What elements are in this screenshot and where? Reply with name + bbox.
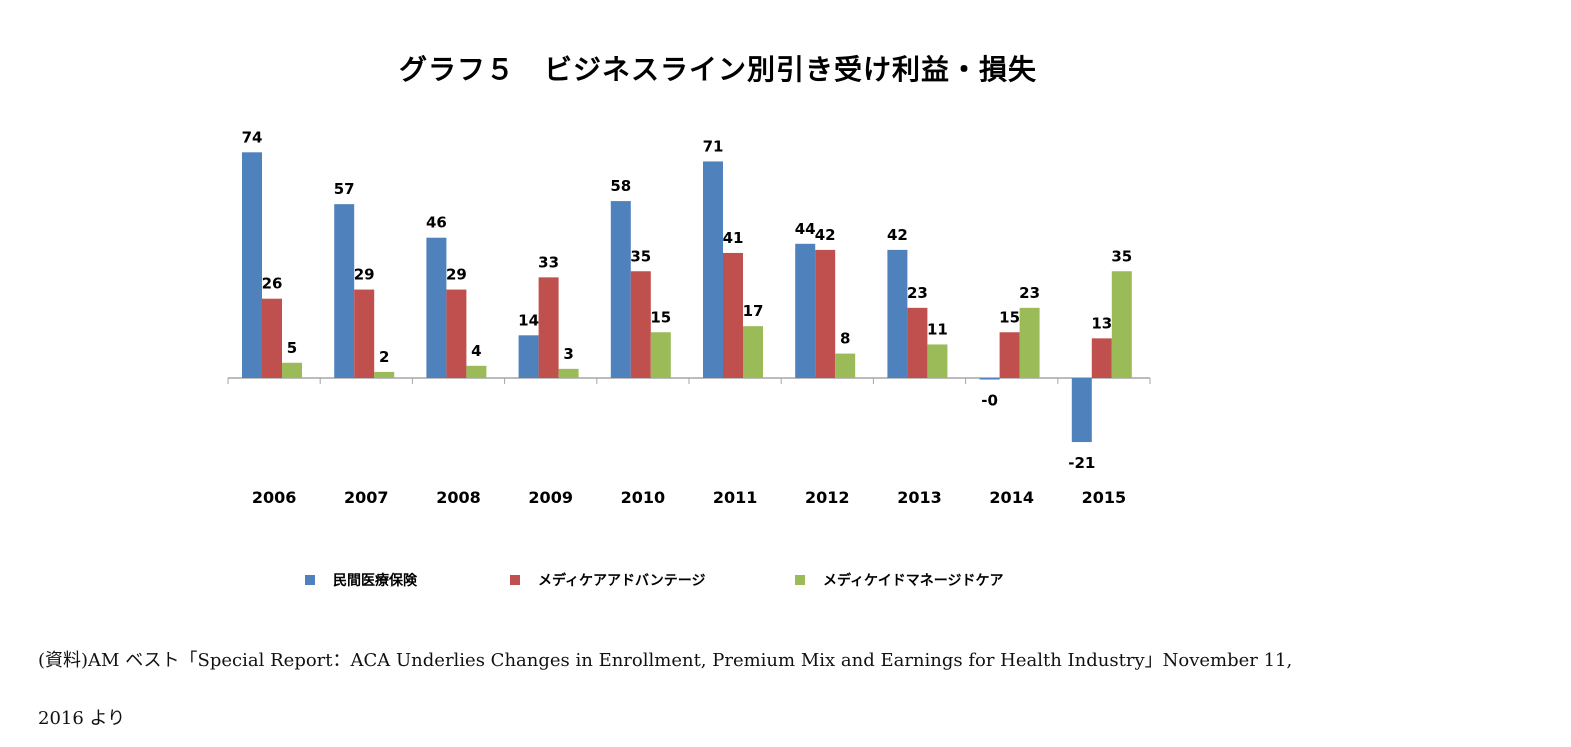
- bar-2014-series-2: [1019, 307, 1040, 378]
- bar-2015-series-2: [1111, 271, 1132, 378]
- bar-2008-series-1: [446, 289, 467, 378]
- legend-item-medicare-advantage: メディケアアドバンテージ: [510, 570, 705, 590]
- legend-item-medicaid-managed-care: メディケイドマネージドケア: [795, 570, 1003, 590]
- data-label: -21: [1068, 454, 1095, 472]
- legend-label: 民間医療保険: [333, 573, 417, 589]
- data-label: 15: [650, 308, 671, 326]
- x-tick-label: 2007: [344, 488, 389, 507]
- bar-2011-series-2: [743, 326, 763, 378]
- data-label: 17: [743, 302, 764, 320]
- x-tick-label: 2014: [989, 488, 1034, 507]
- data-label: 23: [907, 284, 928, 302]
- bar-2011-series-1: [723, 252, 743, 378]
- bar-2010-series-2: [650, 332, 671, 378]
- data-label: 44: [795, 220, 816, 238]
- data-label: 35: [630, 247, 651, 265]
- bar-2013-series-0: [887, 249, 908, 378]
- chart-title: グラフ５ ビジネスライン別引き受け利益・損失: [398, 53, 1037, 86]
- data-label: 4: [471, 342, 481, 360]
- bar-2007-series-2: [374, 371, 395, 378]
- data-label: 11: [927, 320, 948, 338]
- data-label: 14: [518, 311, 539, 329]
- legend-item-private-insurance: 民間医療保険: [305, 570, 417, 590]
- data-label: 46: [426, 214, 447, 232]
- data-label: 2: [379, 348, 389, 366]
- x-tick-label: 2011: [713, 488, 758, 507]
- data-label: 35: [1111, 247, 1132, 265]
- bar-2008-series-2: [466, 365, 487, 378]
- bar-2011-series-0: [703, 161, 723, 378]
- bar-2009-series-1: [538, 277, 559, 378]
- source-note-line2: 2016 より: [38, 708, 126, 729]
- x-tick-label: 2015: [1082, 488, 1127, 507]
- bar-2014-series-1: [999, 332, 1020, 378]
- data-label: -0: [981, 392, 998, 410]
- bar-2012-series-0: [795, 243, 816, 378]
- legend-swatch-green: [795, 575, 805, 585]
- x-tick-label: 2013: [897, 488, 942, 507]
- data-label: 8: [840, 330, 850, 348]
- x-tick-label: 2012: [805, 488, 850, 507]
- bar-2010-series-0: [610, 201, 631, 378]
- x-tick-label: 2010: [621, 488, 666, 507]
- bar-2009-series-0: [518, 335, 539, 378]
- bar-2007-series-0: [334, 204, 355, 378]
- data-label: 74: [242, 128, 263, 146]
- x-tick-label: 2008: [436, 488, 481, 507]
- data-label: 26: [262, 275, 283, 293]
- data-label: 23: [1019, 284, 1040, 302]
- source-note-line1: (資料)AM ベスト「Special Report：ACA Underlies …: [38, 650, 1293, 671]
- data-label: 29: [354, 266, 375, 284]
- data-label: 57: [334, 180, 355, 198]
- data-label: 29: [446, 266, 467, 284]
- x-tick-label: 2009: [528, 488, 573, 507]
- data-label: 71: [703, 137, 724, 155]
- bar-2009-series-2: [558, 368, 579, 378]
- bar-2010-series-1: [630, 271, 651, 378]
- bar-2015-series-1: [1091, 338, 1112, 378]
- bar-2015-series-0: [1071, 378, 1092, 443]
- data-label: 3: [563, 345, 573, 363]
- bar-2013-series-1: [907, 307, 928, 378]
- legend-label: メディケイドマネージドケア: [823, 573, 1004, 589]
- data-label: 41: [723, 229, 744, 247]
- bar-2006-series-0: [242, 152, 262, 378]
- legend-swatch-red: [510, 575, 520, 585]
- data-label: 58: [610, 177, 631, 195]
- data-label: 42: [815, 226, 836, 244]
- bar-2012-series-2: [835, 353, 856, 378]
- data-label: 5: [287, 339, 297, 357]
- legend-swatch-blue: [305, 575, 315, 585]
- data-label: 33: [538, 253, 559, 271]
- bar-2014-series-0: [979, 378, 1000, 380]
- data-label: 15: [999, 308, 1020, 326]
- legend-label: メディケアアドバンテージ: [538, 573, 706, 589]
- bar-2007-series-1: [354, 289, 375, 378]
- bar-2008-series-0: [426, 237, 447, 378]
- bar-2013-series-2: [927, 344, 948, 378]
- bar-2006-series-1: [262, 298, 282, 378]
- x-tick-label: 2006: [252, 488, 297, 507]
- bar-2012-series-1: [815, 249, 836, 378]
- bar-2006-series-2: [282, 362, 302, 378]
- data-label: 42: [887, 226, 908, 244]
- data-label: 13: [1091, 314, 1112, 332]
